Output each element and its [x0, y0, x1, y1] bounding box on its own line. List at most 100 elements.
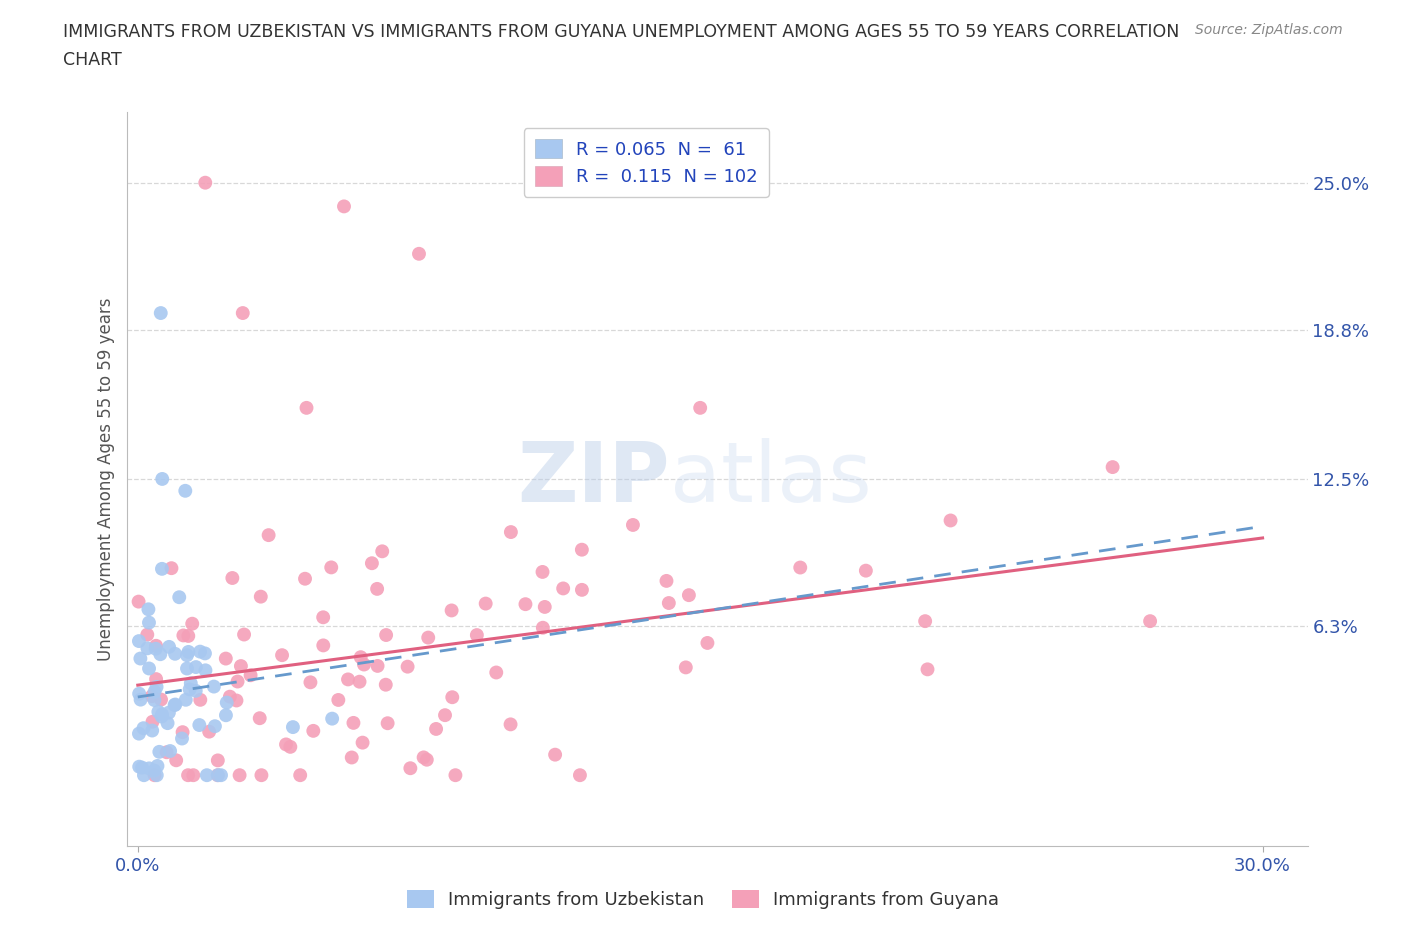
Point — [128, 759, 150, 774]
Point — [531, 565, 554, 579]
Point — [571, 582, 593, 597]
Point — [366, 581, 388, 596]
Point — [533, 600, 555, 615]
Point — [170, 731, 193, 746]
Point — [188, 692, 211, 707]
Point — [157, 640, 180, 655]
Point — [257, 527, 280, 542]
Point — [129, 651, 152, 666]
Point — [157, 705, 180, 720]
Point — [374, 677, 396, 692]
Point — [146, 768, 169, 783]
Point — [361, 556, 384, 571]
Point — [444, 768, 467, 783]
Text: Source: ZipAtlas.com: Source: ZipAtlas.com — [1195, 23, 1343, 37]
Point — [194, 175, 217, 190]
Point — [226, 674, 249, 689]
Point — [167, 590, 190, 604]
Point — [150, 692, 173, 707]
Point — [128, 726, 150, 741]
Point — [219, 689, 242, 704]
Point — [228, 768, 250, 783]
Point — [1139, 614, 1161, 629]
Point — [474, 596, 496, 611]
Point — [312, 610, 335, 625]
Point — [294, 571, 316, 586]
Point — [138, 602, 160, 617]
Point — [128, 633, 150, 648]
Point — [146, 759, 169, 774]
Point — [295, 401, 318, 416]
Point — [337, 672, 360, 687]
Point — [188, 644, 211, 659]
Point — [349, 674, 371, 689]
Point — [655, 574, 678, 589]
Point — [128, 594, 150, 609]
Point — [441, 690, 464, 705]
Point — [531, 620, 554, 635]
Point — [148, 704, 170, 719]
Point — [195, 768, 218, 783]
Point — [172, 628, 194, 643]
Point — [132, 721, 155, 736]
Point — [181, 768, 204, 783]
Point — [194, 663, 217, 678]
Point — [239, 668, 262, 683]
Point — [143, 684, 166, 699]
Point — [131, 760, 153, 775]
Point — [515, 597, 537, 612]
Point — [350, 650, 373, 665]
Legend: R = 0.065  N =  61, R =  0.115  N = 102: R = 0.065 N = 61, R = 0.115 N = 102 — [524, 128, 769, 196]
Point — [271, 647, 294, 662]
Point — [156, 716, 179, 731]
Point — [181, 617, 204, 631]
Point — [232, 306, 254, 321]
Point — [136, 627, 159, 642]
Point — [160, 561, 183, 576]
Point — [342, 715, 364, 730]
Point — [281, 720, 304, 735]
Point — [312, 638, 335, 653]
Point — [128, 686, 150, 701]
Point — [177, 768, 200, 783]
Point — [1101, 459, 1123, 474]
Point — [184, 659, 207, 674]
Point — [145, 680, 167, 695]
Point — [165, 753, 187, 768]
Point — [138, 615, 160, 630]
Point — [150, 472, 173, 486]
Point — [229, 658, 252, 673]
Point — [250, 768, 273, 783]
Point — [465, 628, 488, 643]
Point — [696, 635, 718, 650]
Point — [353, 658, 375, 672]
Point — [689, 401, 711, 416]
Point — [215, 695, 238, 710]
Point — [149, 646, 172, 661]
Point — [396, 659, 419, 674]
Point — [249, 711, 271, 725]
Point — [215, 651, 238, 666]
Point — [485, 665, 508, 680]
Point — [141, 689, 163, 704]
Point — [177, 629, 200, 644]
Point — [278, 739, 301, 754]
Point — [233, 627, 256, 642]
Point — [143, 693, 166, 708]
Point — [204, 719, 226, 734]
Point — [176, 661, 198, 676]
Point — [440, 603, 463, 618]
Point — [371, 544, 394, 559]
Point — [207, 768, 229, 783]
Point — [917, 662, 939, 677]
Point — [176, 648, 198, 663]
Point — [143, 764, 166, 778]
Point — [188, 718, 211, 733]
Point — [136, 641, 159, 656]
Point — [141, 724, 163, 738]
Point — [914, 614, 936, 629]
Point — [209, 768, 232, 783]
Point — [129, 692, 152, 707]
Point — [150, 562, 173, 577]
Point — [138, 761, 160, 776]
